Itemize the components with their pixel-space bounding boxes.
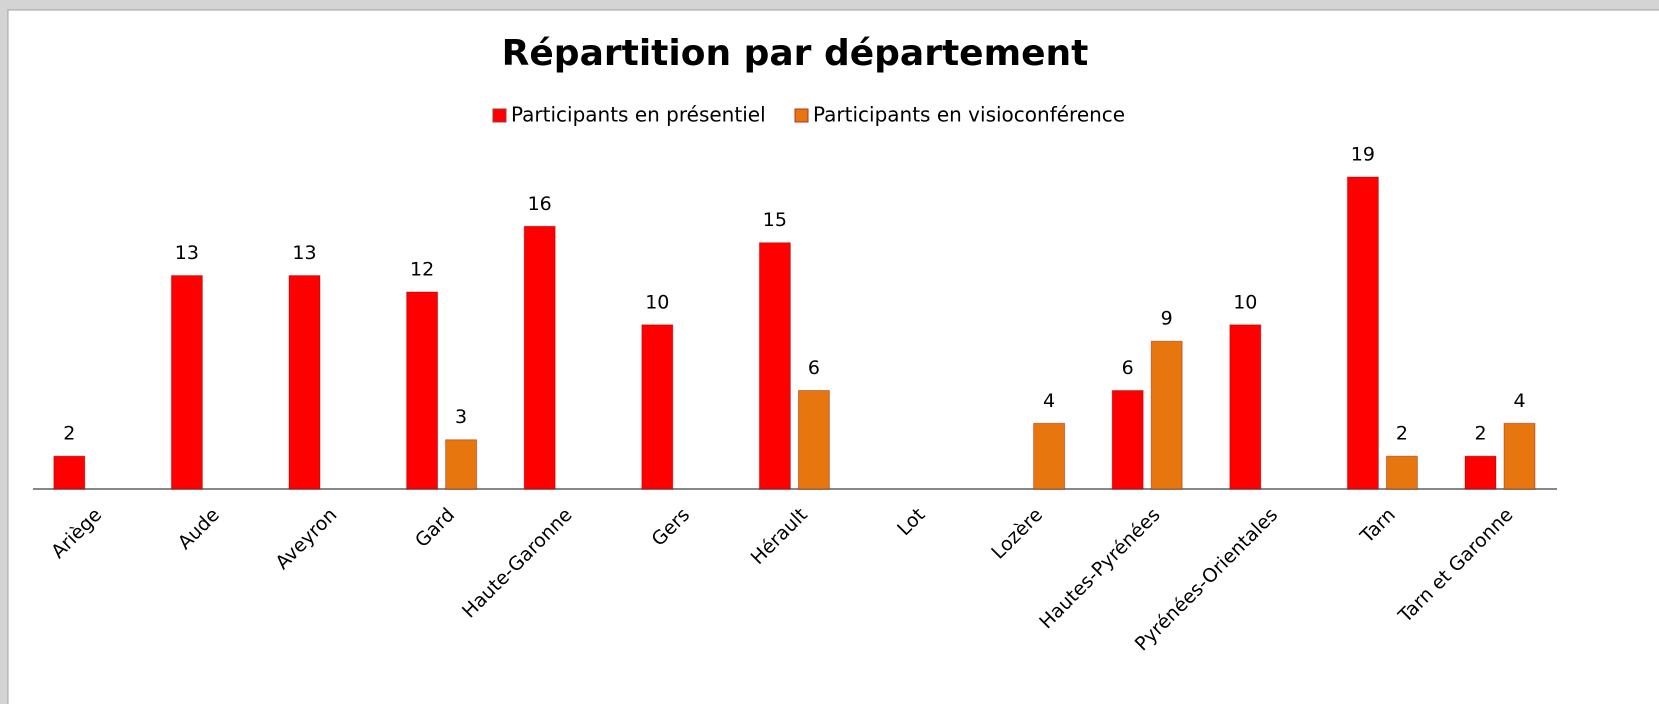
bar (758, 242, 791, 490)
bar (797, 389, 830, 490)
bar (1150, 340, 1183, 490)
data-label: 9 (1161, 308, 1173, 330)
bar (1033, 422, 1066, 490)
data-label: 2 (1474, 423, 1486, 445)
bar (523, 225, 556, 490)
bar (53, 455, 86, 490)
bar (170, 275, 203, 490)
legend-swatch (794, 108, 809, 123)
data-label: 13 (175, 242, 199, 264)
data-label: 3 (455, 406, 467, 428)
data-label: 6 (808, 357, 820, 379)
data-label: 19 (1351, 144, 1375, 166)
chart-area (7, 9, 1659, 704)
bar (445, 439, 478, 490)
data-label: 15 (763, 209, 787, 231)
legend-label: Participants en visioconférence (813, 103, 1125, 127)
data-label: 2 (63, 423, 75, 445)
bar (641, 324, 674, 490)
data-label: 2 (1396, 423, 1408, 445)
bar (1111, 389, 1144, 490)
bar (1346, 176, 1379, 490)
legend-swatch (492, 108, 507, 123)
bar (1385, 455, 1418, 490)
legend-label: Participants en présentiel (511, 103, 766, 127)
bar (1503, 422, 1536, 490)
bar (406, 291, 439, 490)
chart-title: Répartition par département (502, 33, 1089, 74)
data-label: 10 (645, 291, 669, 313)
data-label: 4 (1043, 390, 1055, 412)
data-label: 4 (1513, 390, 1525, 412)
data-label: 16 (528, 193, 552, 215)
data-label: 10 (1233, 291, 1257, 313)
bar (1229, 324, 1262, 490)
data-label: 13 (292, 242, 316, 264)
data-label: 6 (1122, 357, 1134, 379)
bar (1464, 455, 1497, 490)
bar (288, 275, 321, 490)
data-label: 12 (410, 258, 434, 280)
